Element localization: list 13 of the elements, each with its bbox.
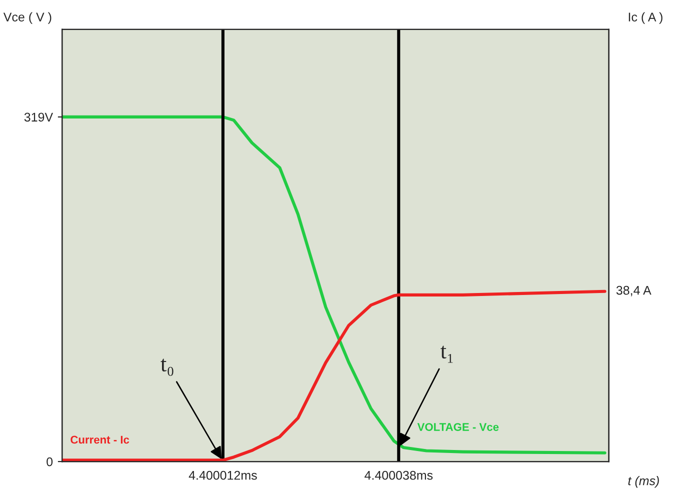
annotation: t₁ xyxy=(440,346,453,363)
series-label: VOLTAGE - Vce xyxy=(417,423,499,431)
x-axis-title: t (ms) xyxy=(628,476,659,488)
series-label: Current - Ic xyxy=(70,436,130,444)
annotation: t₀ xyxy=(160,358,174,376)
y-tick-label: 0 xyxy=(46,457,53,466)
y-axis-title: Vce ( V ) xyxy=(3,12,52,24)
y2-axis-title: Ic ( A ) xyxy=(628,12,662,24)
x-tick-label: 4.400038ms xyxy=(364,470,433,480)
x-tick-label: 4.400012ms xyxy=(188,470,257,480)
line-series xyxy=(62,115,606,454)
y-tick-label: 319V xyxy=(24,112,54,122)
data-label: 38,4 A xyxy=(616,286,652,296)
